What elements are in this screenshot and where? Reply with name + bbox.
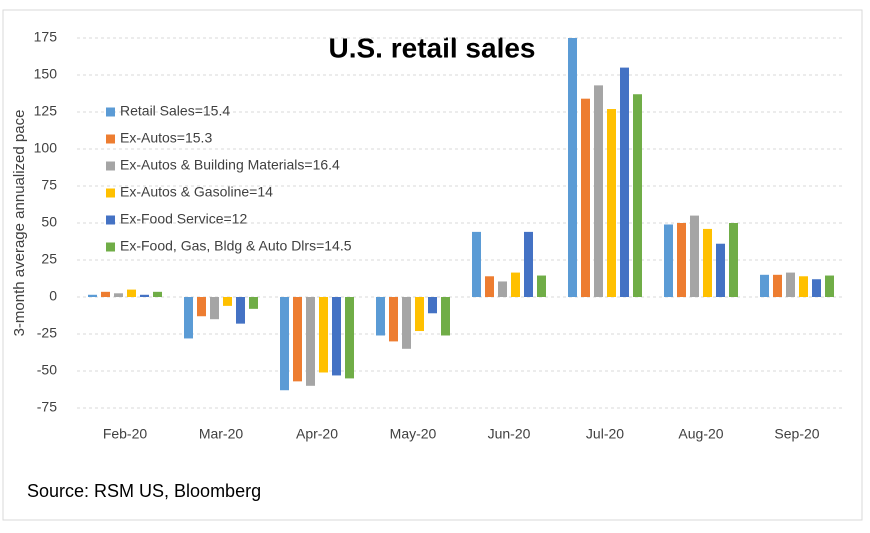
y-tick-label: 175 [34,29,58,45]
bar [210,297,219,320]
bar [716,243,725,297]
bar [568,38,577,297]
legend-label: Ex-Food Service=12 [120,211,247,227]
bar [633,94,642,298]
bar [345,297,354,379]
bar [428,297,437,314]
chart-title: U.S. retail sales [328,32,535,63]
bar [760,274,769,297]
bar [786,272,795,297]
bar [441,297,450,336]
bar [319,297,328,373]
y-axis-label: 3-month average annualized pace [11,110,28,337]
legend-swatch [106,107,115,117]
source: Source: RSM US, Bloomberg [27,481,261,501]
bar [114,293,123,297]
legend-label: Ex-Autos=15.3 [120,130,212,146]
bar [127,289,136,297]
legend-swatch [106,188,115,198]
x-tick-label: Aug-20 [678,426,723,442]
legend-label: Retail Sales=15.4 [120,103,230,119]
y-tick-label: -75 [37,399,57,415]
bar [537,275,546,297]
y-tick-label: 0 [49,288,57,304]
legend-label: Ex-Autos & Gasoline=14 [120,184,273,200]
legend-swatch [106,242,115,252]
bar [280,297,289,391]
x-tick-label: Jun-20 [488,426,531,442]
bar [415,297,424,332]
bar [594,85,603,297]
bar [249,297,258,309]
bar [524,231,533,297]
bar [773,274,782,297]
bar [581,98,590,298]
legend-swatch [106,134,115,144]
bar [197,297,206,317]
bar [511,272,520,297]
bar [293,297,302,382]
bar [332,297,341,376]
bar [607,109,616,297]
y-tick-label: 150 [34,66,58,82]
legend-swatch [106,161,115,171]
bar [799,276,808,297]
bar [485,276,494,297]
bar [153,291,162,297]
bar [223,297,232,306]
bar [677,223,686,297]
bar [88,294,97,297]
legend-swatch [106,215,115,225]
bar [184,297,193,339]
bar [825,275,834,297]
bar [306,297,315,386]
bar [620,67,629,297]
y-tick-label: -50 [37,362,57,378]
bar [236,297,245,324]
legend-label: Ex-Food, Gas, Bldg & Auto Dlrs=14.5 [120,238,352,254]
bar [389,297,398,342]
y-tick-label: 25 [41,251,57,267]
bar [140,294,149,297]
x-tick-label: May-20 [390,426,437,442]
x-tick-label: Mar-20 [199,426,244,442]
bar [664,224,673,297]
x-tick-label: Apr-20 [296,426,338,442]
legend-label: Ex-Autos & Building Materials=16.4 [120,157,340,173]
x-tick-label: Feb-20 [103,426,148,442]
y-tick-label: -25 [37,325,57,341]
y-tick-label: 50 [41,214,57,230]
bar [472,231,481,297]
x-tick-label: Jul-20 [586,426,624,442]
bar [402,297,411,349]
y-tick-label: 100 [34,140,58,156]
bar [498,281,507,297]
y-tick-label: 125 [34,103,58,119]
bar [376,297,385,336]
bar [812,279,821,297]
bar [690,215,699,297]
y-tick-label: 75 [41,177,57,193]
x-tick-label: Sep-20 [774,426,819,442]
bar [729,223,738,297]
bar [703,228,712,297]
bar [101,291,110,297]
